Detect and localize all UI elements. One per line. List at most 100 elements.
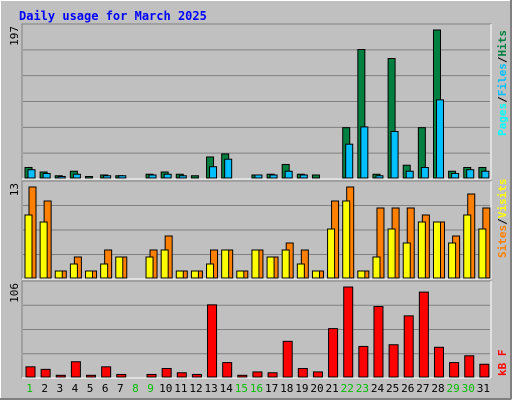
sites-bar-5 [85,270,94,279]
sites-bar-23 [357,270,366,279]
files-bar-2 [42,172,51,179]
kbytes-bar-26 [403,315,414,378]
files-bar-7 [118,175,127,179]
sites-bar-18 [281,249,290,279]
hits-bar-5 [85,175,94,179]
sites-bar-28 [432,221,441,279]
kbytes-bar-4 [70,361,81,378]
files-bar-1 [27,169,36,179]
files-bar-11 [178,175,187,179]
files-bar-16 [254,174,263,179]
x-label-day-20: 20 [310,382,323,395]
sites-bar-24 [372,256,381,279]
legend-hits: Hits [496,30,509,57]
legend-separator: / [496,218,509,225]
files-bar-22 [345,143,354,179]
x-label-day-29: 29 [447,382,460,395]
kbytes-bar-5 [86,374,97,378]
legend-panel-3: kB F [496,350,509,377]
files-bar-26 [405,170,414,179]
kbytes-bar-16 [252,371,263,378]
x-label-day-22: 22 [341,382,354,395]
legend-pages: Pages [496,103,509,136]
kbytes-bar-17 [267,372,278,378]
legend-separator: / [496,56,509,63]
sites-bar-29 [448,242,457,279]
files-bar-18 [284,170,293,179]
x-label-day-17: 17 [265,382,278,395]
kbytes-bar-1 [25,366,36,378]
sites-bar-25 [387,228,396,279]
legend-sites: Sites [496,225,509,258]
kbytes-bar-28 [433,346,444,378]
sites-bar-2 [39,221,48,279]
files-bar-4 [72,173,81,179]
x-label-day-3: 3 [57,382,64,395]
files-bar-29 [451,172,460,179]
x-label-day-5: 5 [87,382,94,395]
files-bar-10 [163,173,172,179]
legend-panel-2: Sites/Visits [496,179,509,259]
kbytes-bar-23 [358,345,369,378]
kbytes-bar-20 [312,371,323,378]
panel-max-label-1: 197 [8,26,21,46]
sites-bar-9 [145,256,154,279]
x-label-day-30: 30 [462,382,475,395]
x-label-day-15: 15 [235,382,248,395]
kbytes-bar-13 [207,304,218,378]
sites-bar-14 [221,249,230,279]
kbytes-bar-15 [237,374,248,378]
files-bar-23 [360,126,369,179]
files-bar-30 [466,169,475,179]
kbytes-bar-18 [282,340,293,378]
x-label-day-23: 23 [356,382,369,395]
x-label-day-13: 13 [204,382,217,395]
hits-bar-20 [311,174,320,179]
x-label-day-18: 18 [280,382,293,395]
x-label-day-10: 10 [159,382,172,395]
sites-bar-16 [251,249,260,279]
chart-title: Daily usage for March 2025 [19,9,207,23]
legend-files: Files [496,63,509,96]
legend-separator: / [496,96,509,103]
kbytes-bar-14 [222,362,233,378]
kbytes-bar-6 [101,366,112,378]
files-bar-19 [299,174,308,179]
files-bar-17 [269,174,278,179]
sites-bar-10 [160,249,169,279]
kbytes-bar-25 [388,344,399,378]
x-label-day-19: 19 [295,382,308,395]
x-label-day-8: 8 [132,382,139,395]
sites-bar-27 [417,221,426,279]
legend-visits: Visits [496,179,509,219]
sites-bar-12 [190,270,199,279]
sites-bar-4 [69,263,78,279]
x-label-day-1: 1 [26,382,33,395]
sites-bar-6 [100,263,109,279]
sites-bar-3 [54,270,63,279]
x-label-day-9: 9 [147,382,154,395]
legend-kbytes: kB F [496,350,509,377]
x-label-day-16: 16 [250,382,263,395]
kbytes-bar-2 [40,368,51,378]
x-label-day-11: 11 [174,382,187,395]
kbytes-bar-27 [418,291,429,378]
kbytes-bar-7 [116,373,127,378]
x-label-day-28: 28 [431,382,444,395]
files-bar-28 [435,99,444,179]
kbytes-bar-24 [373,306,384,378]
sites-bar-30 [463,214,472,279]
x-label-day-12: 12 [189,382,202,395]
kbytes-bar-3 [55,374,66,378]
x-label-day-7: 7 [117,382,124,395]
x-label-day-2: 2 [41,382,48,395]
sites-bar-15 [236,270,245,279]
sites-bar-17 [266,256,275,279]
kbytes-bar-22 [343,286,354,378]
files-bar-3 [57,175,66,179]
panels: 197 13 106 [8,23,492,379]
files-bar-14 [224,158,233,179]
panel-max-label-3: 106 [8,283,21,303]
